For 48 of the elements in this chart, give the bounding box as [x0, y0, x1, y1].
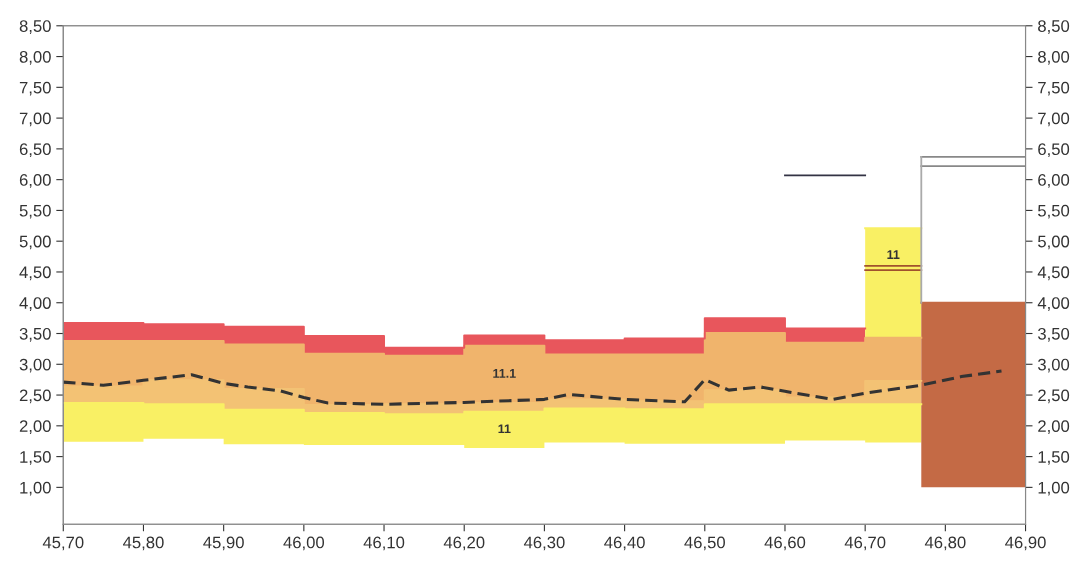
y2-tick-label: 6,00	[1038, 174, 1070, 188]
x-tick-label: 45,90	[203, 536, 244, 551]
x-tick-label: 46,00	[283, 536, 325, 551]
x-tick-label: 46,30	[523, 536, 565, 551]
y2-tick-label: 5,00	[1038, 235, 1070, 250]
y-tick-label: 8,00	[19, 50, 51, 65]
y2-tick-label: 2,50	[1038, 389, 1070, 404]
x-tick-label: 46,40	[604, 536, 645, 551]
y2-tick-label: 2,00	[1038, 420, 1070, 434]
x-tick-label: 46,70	[844, 536, 886, 551]
y2-tick-label: 7,50	[1038, 81, 1070, 96]
x-tick-label: 46,20	[443, 536, 485, 551]
x-tick-label: 45,80	[123, 536, 164, 551]
series-label: 11.1	[493, 369, 516, 378]
y-tick-label: 7,50	[19, 81, 51, 96]
y-tick-label: 7,00	[19, 112, 51, 127]
y2-tick-label: 1,50	[1038, 451, 1070, 465]
y2-tick-label: 1,00	[1038, 481, 1070, 496]
y2-tick-label: 4,50	[1037, 266, 1070, 281]
y2-tick-label: 5,50	[1038, 204, 1070, 219]
y-tick-label: 1,00	[20, 481, 51, 496]
series-label: 11	[887, 250, 900, 259]
y2-tick-label: 3,00	[1037, 358, 1070, 373]
y-tick-label: 3,50	[19, 327, 51, 342]
y-tick-label: 5,50	[19, 204, 51, 219]
y-tick-label: 2,50	[19, 389, 51, 404]
series-label: 11	[498, 424, 511, 434]
y2-tick-label: 6,50	[1038, 143, 1070, 158]
x-tick-label: 46,60	[764, 536, 806, 551]
y-tick-label: 6,00	[19, 174, 51, 188]
y2-tick-label: 4,00	[1037, 297, 1070, 311]
y-tick-label: 5,00	[19, 235, 51, 250]
y-tick-label: 3,00	[19, 358, 51, 373]
y2-tick-label: 3,50	[1037, 327, 1070, 342]
x-tick-label: 46,90	[1005, 536, 1046, 551]
y-tick-label: 2,00	[19, 420, 51, 434]
x-tick-label: 46,10	[363, 536, 405, 551]
x-tick-label: 45,70	[42, 536, 84, 551]
y-tick-label: 4,00	[19, 297, 51, 311]
y2-tick-label: 8,50	[1038, 20, 1070, 34]
x-tick-label: 46,50	[684, 536, 725, 551]
y-tick-label: 8,50	[19, 20, 51, 34]
y-tick-label: 6,50	[19, 143, 51, 158]
y-tick-label: 4,50	[19, 266, 51, 281]
y2-tick-label: 7,00	[1038, 112, 1070, 127]
x-tick-label: 46,80	[924, 536, 966, 551]
y2-tick-label: 8,00	[1038, 50, 1070, 65]
y-tick-label: 1,50	[20, 451, 51, 465]
